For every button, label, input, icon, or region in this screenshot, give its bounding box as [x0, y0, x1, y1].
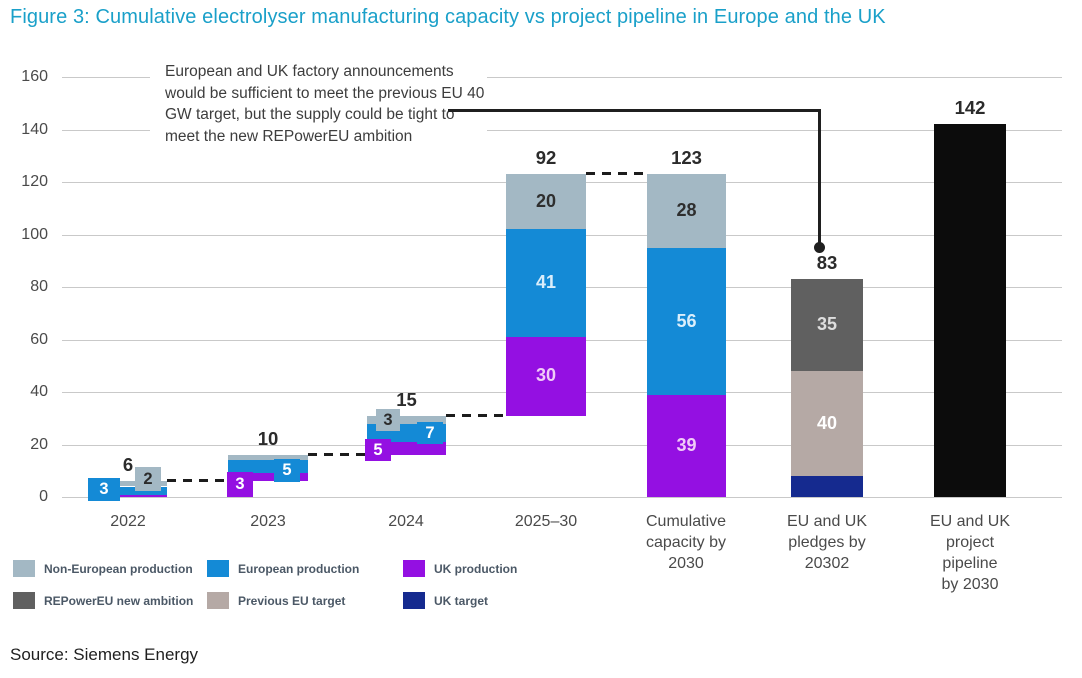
bar-total-label: 92 — [535, 147, 557, 168]
legend-item: Non-European production — [13, 560, 193, 577]
bar-segment-european-production: 56 — [647, 248, 726, 395]
segment-value-chip: 3 — [88, 478, 120, 501]
bar-segment-non-european-production — [89, 481, 167, 486]
connector-dashed — [586, 172, 647, 175]
gridline — [62, 77, 1062, 78]
segment-value-chip: 2 — [135, 467, 161, 491]
y-axis-tick-label: 140 — [21, 121, 48, 138]
legend-swatch-uk_target — [403, 592, 425, 609]
segment-value-label: 28 — [676, 200, 697, 220]
source-note: Source: Siemens Energy — [10, 645, 199, 664]
legend-swatch-previous_eu — [207, 592, 229, 609]
bar-segment-european-production: 41 — [506, 229, 586, 337]
x-axis-label: 2023 — [250, 513, 286, 530]
bar-total-label: 142 — [954, 97, 986, 118]
annotation-pointer-hline — [448, 109, 821, 112]
legend-label: UK production — [434, 561, 518, 576]
x-axis-label: Cumulative capacity by 2030 — [645, 513, 727, 572]
y-axis-tick-label: 160 — [21, 68, 48, 85]
bar-total-label: 10 — [257, 428, 279, 449]
x-axis-label: EU and UK pledges by 20302 — [786, 513, 868, 572]
x-axis-label: 2024 — [388, 513, 424, 530]
bar-segment-uk-production: 30 — [506, 337, 586, 416]
legend-item: REPowerEU new ambition — [13, 592, 193, 609]
bar-segment-non-european-production: 20 — [506, 174, 586, 229]
gridline — [62, 445, 1062, 446]
bar-total-label: 123 — [671, 147, 702, 168]
segment-value-label: 39 — [676, 435, 697, 455]
legend-item: European production — [207, 560, 359, 577]
legend-swatch-european — [207, 560, 229, 577]
y-axis-tick-label: 40 — [30, 383, 48, 400]
segment-value-chip: 5 — [274, 459, 300, 482]
chart-annotation: European and UK factory announcements wo… — [150, 57, 487, 151]
bar-segment-uk-production — [228, 473, 308, 481]
legend-label: REPowerEU new ambition — [44, 593, 194, 608]
bar-total-label: 15 — [396, 389, 417, 410]
segment-value-chip: 3 — [376, 409, 400, 431]
y-axis-tick-label: 100 — [21, 226, 48, 243]
bar-segment-uk-production — [89, 494, 167, 497]
segment-value-label: 41 — [535, 272, 557, 292]
legend-label: UK target — [434, 593, 489, 608]
annotation-pointer-dot — [814, 242, 825, 253]
segment-value-chip: 7 — [417, 422, 443, 444]
bar-segment-previous-eu-target: 40 — [791, 371, 863, 476]
figure-title: Figure 3: Cumulative electrolyser manufa… — [10, 6, 886, 28]
bar-segment-repowereu-new-ambition: 35 — [791, 279, 863, 371]
bar-segment-uk-target — [791, 476, 863, 497]
bar-total-label: 6 — [122, 454, 134, 475]
legend-label: European production — [238, 561, 360, 576]
segment-value-chip: 3 — [227, 472, 253, 497]
annotation-pointer-vline — [818, 109, 821, 247]
bar-segment-european-production — [89, 487, 167, 495]
legend-item: UK production — [403, 560, 517, 577]
segment-value-label: 20 — [535, 191, 557, 211]
gridline — [62, 497, 1062, 498]
legend-item: UK target — [403, 592, 488, 609]
y-axis-tick-label: 0 — [39, 488, 48, 505]
legend-label: Non-European production — [44, 561, 193, 576]
connector-dashed — [308, 453, 367, 456]
bar-segment-project-pipeline — [934, 124, 1006, 497]
legend-label: Previous EU target — [238, 593, 346, 608]
legend-swatch-repowereu — [13, 592, 35, 609]
connector-dashed — [446, 414, 506, 417]
x-axis-label: 2025–30 — [514, 513, 578, 530]
segment-value-label: 56 — [676, 311, 697, 331]
x-axis-label: 2022 — [110, 513, 146, 530]
gridline — [62, 130, 1062, 131]
y-axis-tick-label: 20 — [30, 436, 48, 453]
bar-segment-non-european-production: 28 — [647, 174, 726, 248]
y-axis-tick-label: 120 — [21, 173, 48, 190]
segment-value-label: 35 — [816, 314, 838, 334]
bar-segment-non-european-production — [367, 416, 446, 424]
bar-segment-uk-production: 39 — [647, 395, 726, 497]
bar-total-label: 83 — [816, 252, 838, 273]
connector-dashed — [167, 479, 228, 482]
segment-value-chip: 5 — [365, 439, 391, 461]
segment-value-label: 40 — [816, 413, 838, 433]
bar-segment-non-european-production — [228, 455, 308, 460]
segment-value-label: 30 — [535, 365, 557, 385]
y-axis-tick-label: 80 — [30, 278, 48, 295]
legend-swatch-non_european — [13, 560, 35, 577]
y-axis-tick-label: 60 — [30, 331, 48, 348]
legend-swatch-uk_production — [403, 560, 425, 577]
x-axis-label: EU and UK project pipeline by 2030 — [929, 513, 1011, 593]
legend-item: Previous EU target — [207, 592, 345, 609]
